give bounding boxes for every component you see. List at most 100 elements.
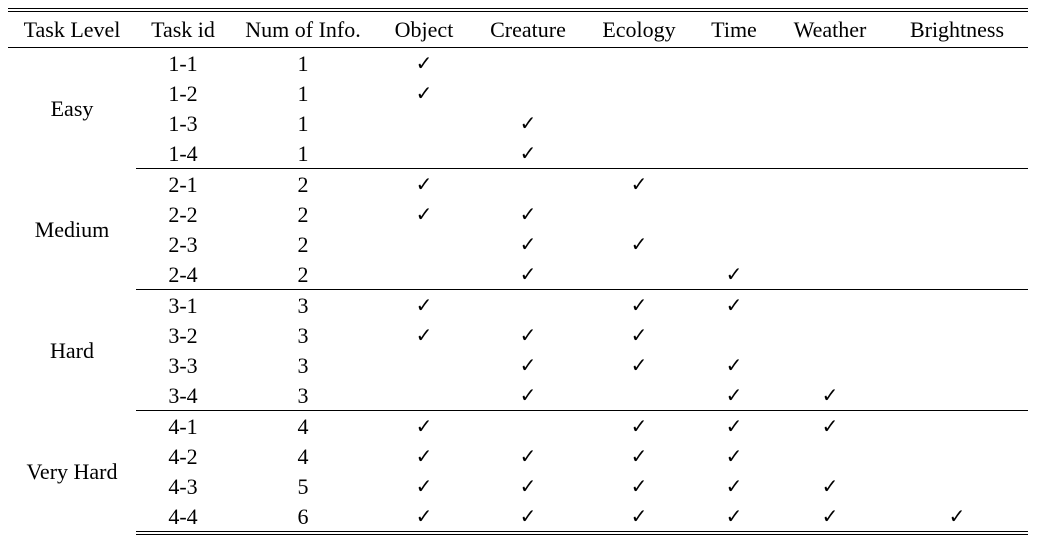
- table-row: 4-3 5 ✓ ✓ ✓ ✓ ✓: [8, 471, 1028, 501]
- check-cell: [886, 350, 1028, 380]
- task-level-cell: Very Hard: [26, 459, 118, 485]
- check-cell: [774, 259, 886, 290]
- check-cell: ✓: [774, 471, 886, 501]
- check-cell: [584, 138, 694, 169]
- check-cell: [886, 169, 1028, 200]
- task-level-table: Task Level Task id Num of Info. Object C…: [8, 8, 1028, 535]
- table-row: 4-2 4 ✓ ✓ ✓ ✓: [8, 441, 1028, 471]
- check-mark-icon: ✓: [519, 444, 537, 468]
- task-id-cell: 4-1: [168, 413, 198, 439]
- check-cell: [694, 320, 774, 350]
- check-cell: [584, 199, 694, 229]
- check-cell: ✓: [694, 471, 774, 501]
- check-mark-icon: ✓: [725, 444, 743, 468]
- check-cell: [886, 380, 1028, 411]
- check-cell: ✓: [472, 350, 584, 380]
- check-mark-icon: ✓: [821, 474, 839, 498]
- check-cell: ✓: [774, 411, 886, 442]
- check-mark-icon: ✓: [519, 202, 537, 226]
- table-row: 3-3 3 ✓ ✓ ✓: [8, 350, 1028, 380]
- check-cell: ✓: [472, 320, 584, 350]
- check-mark-icon: ✓: [725, 293, 743, 317]
- check-cell: ✓: [472, 199, 584, 229]
- check-cell: ✓: [472, 259, 584, 290]
- check-cell: [472, 290, 584, 321]
- table-row: 3-4 3 ✓ ✓ ✓: [8, 380, 1028, 411]
- header-row: Task Level Task id Num of Info. Object C…: [8, 8, 1028, 48]
- task-id-cell: 1-3: [168, 110, 198, 136]
- check-cell: ✓: [694, 350, 774, 380]
- task-id-cell: 1-2: [168, 80, 198, 106]
- check-cell: [584, 48, 694, 79]
- check-cell: [774, 199, 886, 229]
- check-cell: [694, 138, 774, 169]
- check-cell: [584, 380, 694, 411]
- check-cell: ✓: [584, 350, 694, 380]
- table-row: Very Hard 4-1 4 ✓ ✓ ✓ ✓: [8, 411, 1028, 485]
- task-id-cell: 3-3: [168, 352, 198, 378]
- check-mark-icon: ✓: [519, 262, 537, 286]
- check-cell: ✓: [376, 320, 472, 350]
- header-num-info: Num of Info.: [230, 8, 376, 48]
- check-cell: ✓: [694, 411, 774, 442]
- check-cell: ✓: [376, 411, 472, 442]
- check-mark-icon: ✓: [519, 504, 537, 528]
- check-cell: ✓: [584, 411, 694, 442]
- check-cell: [774, 108, 886, 138]
- task-id-cell: 4-2: [168, 443, 198, 469]
- header-object: Object: [376, 8, 472, 48]
- check-cell: ✓: [584, 441, 694, 471]
- check-mark-icon: ✓: [725, 262, 743, 286]
- table-row: Easy 1-1 1 ✓: [8, 48, 1028, 121]
- check-cell: ✓: [886, 501, 1028, 535]
- task-id-cell: 3-4: [136, 380, 230, 411]
- num-info-cell: 1: [230, 138, 376, 169]
- check-cell: [886, 411, 1028, 442]
- check-cell: ✓: [376, 290, 472, 321]
- task-id-cell: 2-3: [168, 231, 198, 257]
- check-mark-icon: ✓: [415, 202, 433, 226]
- check-mark-icon: ✓: [725, 474, 743, 498]
- check-cell: ✓: [472, 108, 584, 138]
- check-cell: ✓: [584, 471, 694, 501]
- check-cell: ✓: [376, 169, 472, 200]
- check-cell: [886, 290, 1028, 321]
- check-cell: [694, 229, 774, 259]
- check-mark-icon: ✓: [415, 81, 433, 105]
- check-mark-icon: ✓: [948, 504, 966, 528]
- num-info-cell: 3: [297, 352, 309, 378]
- check-mark-icon: ✓: [519, 353, 537, 377]
- check-mark-icon: ✓: [630, 504, 648, 528]
- check-cell: [472, 78, 584, 108]
- check-cell: [886, 259, 1028, 290]
- check-cell: [774, 229, 886, 259]
- check-mark-icon: ✓: [415, 293, 433, 317]
- check-cell: ✓: [376, 471, 472, 501]
- check-cell: ✓: [584, 320, 694, 350]
- table-row: Medium 2-1 2 ✓ ✓: [8, 169, 1028, 242]
- task-id-cell: 4-4: [136, 501, 230, 535]
- num-info-cell: 5: [297, 473, 309, 499]
- check-mark-icon: ✓: [519, 232, 537, 256]
- check-mark-icon: ✓: [630, 444, 648, 468]
- num-info-cell: 3: [230, 380, 376, 411]
- num-info-cell: 2: [297, 201, 309, 227]
- table-row: 2-4 2 ✓ ✓: [8, 259, 1028, 290]
- task-id-cell: 1-1: [168, 50, 198, 76]
- check-cell: [694, 108, 774, 138]
- check-cell: [472, 411, 584, 442]
- task-id-cell: 2-1: [168, 171, 198, 197]
- check-cell: [774, 48, 886, 79]
- check-mark-icon: ✓: [415, 323, 433, 347]
- check-cell: [584, 108, 694, 138]
- check-mark-icon: ✓: [630, 323, 648, 347]
- check-cell: [694, 199, 774, 229]
- check-mark-icon: ✓: [415, 172, 433, 196]
- check-cell: [774, 138, 886, 169]
- check-mark-icon: ✓: [725, 383, 743, 407]
- check-cell: [886, 78, 1028, 108]
- check-cell: [376, 138, 472, 169]
- check-cell: ✓: [584, 229, 694, 259]
- check-mark-icon: ✓: [519, 111, 537, 135]
